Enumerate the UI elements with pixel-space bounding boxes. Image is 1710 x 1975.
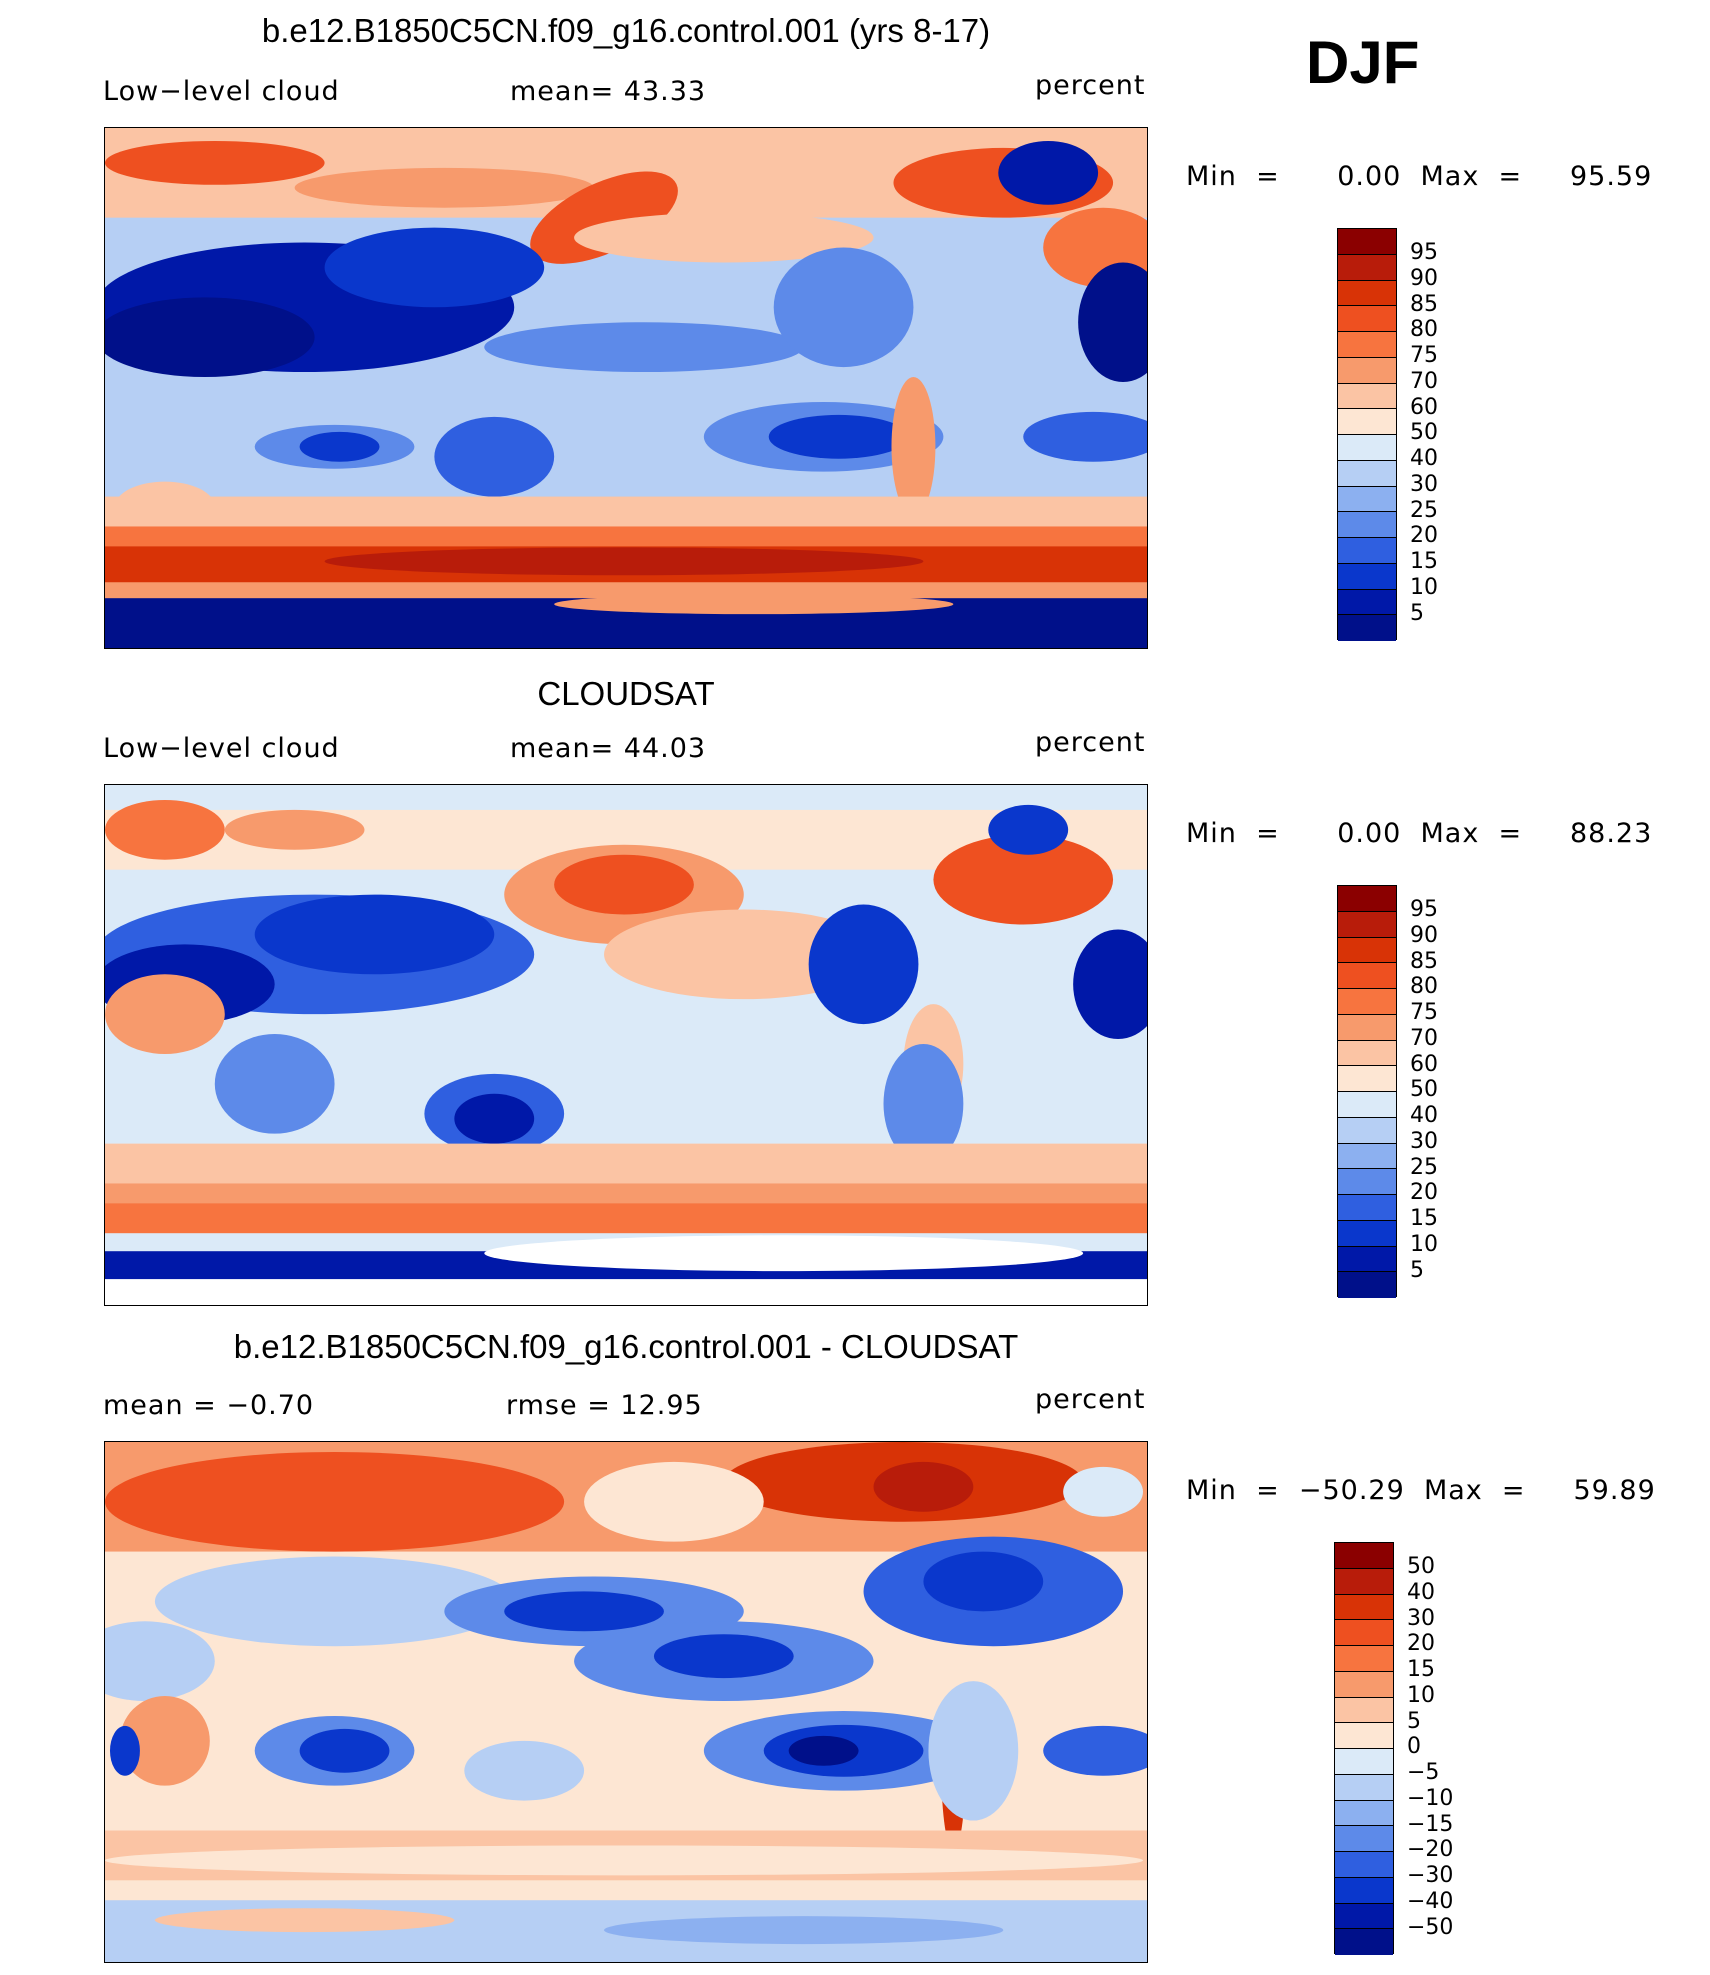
- panel-1-map: [104, 127, 1148, 649]
- colorbar-tick-label: 75: [1410, 343, 1438, 368]
- colorbar-tick-label: 75: [1410, 1000, 1438, 1025]
- panel-1-colorbar: [1337, 228, 1397, 641]
- panel-1-title: b.e12.B1850C5CN.f09_g16.control.001 (yrs…: [261, 12, 991, 49]
- colorbar-tick-label: 15: [1410, 549, 1438, 574]
- colorbar-tick-label: 20: [1410, 1180, 1438, 1206]
- panel-2-map: [104, 784, 1148, 1306]
- panel-3-units-label: percent: [1035, 1384, 1146, 1415]
- colorbar-tick-label: 25: [1410, 1154, 1438, 1180]
- panel-2-title: CLOUDSAT: [537, 675, 715, 712]
- colorbar-tick-label: 40: [1407, 1579, 1435, 1605]
- colorbar-tick-label: −15: [1407, 1811, 1454, 1837]
- colorbar-tick-label: −20: [1407, 1837, 1454, 1863]
- panel-3-rmse-label: rmse = 12.95: [506, 1390, 703, 1421]
- season-label: DJF: [1306, 29, 1420, 96]
- colorbar-tick-label: 50: [1410, 420, 1438, 446]
- panel-3-map: [104, 1441, 1148, 1963]
- colorbar-tick-label: 10: [1407, 1682, 1435, 1708]
- colorbar-tick-label: 10: [1410, 1231, 1438, 1257]
- colorbar-tick-label: 90: [1410, 265, 1438, 291]
- colorbar-tick-label: 15: [1410, 1206, 1438, 1231]
- colorbar-tick-label: 60: [1410, 1051, 1438, 1077]
- panel-1-map-field: [105, 128, 1147, 648]
- colorbar-tick-label: 25: [1410, 497, 1438, 523]
- panel-1-field-label: Low−level cloud: [103, 76, 340, 107]
- panel-2-units-label: percent: [1035, 727, 1146, 758]
- colorbar-tick-label: 30: [1410, 1128, 1438, 1154]
- colorbar-tick-label: 10: [1410, 574, 1438, 600]
- panel-2-map-field: [105, 785, 1147, 1305]
- panel-2-minmax: Min = 0.00 Max = 88.23: [1186, 818, 1653, 849]
- colorbar-tick-label: 50: [1410, 1077, 1438, 1103]
- panel-3-map-field: [105, 1442, 1147, 1962]
- colorbar-tick-label: 80: [1410, 317, 1438, 343]
- panel-1-units-label: percent: [1035, 70, 1146, 101]
- colorbar-tick-label: 5: [1410, 1257, 1424, 1283]
- colorbar-tick-label: −10: [1407, 1785, 1454, 1811]
- colorbar-tick-label: 40: [1410, 1103, 1438, 1128]
- panel-2-colorbar: [1337, 885, 1397, 1298]
- panel-1-minmax: Min = 0.00 Max = 95.59: [1186, 161, 1653, 192]
- colorbar-tick-label: 90: [1410, 922, 1438, 948]
- panel-3-colorbar: [1334, 1542, 1394, 1955]
- colorbar-tick-label: 20: [1407, 1631, 1435, 1657]
- colorbar-tick-label: 15: [1407, 1657, 1435, 1682]
- panel-3-mean-label: mean = −0.70: [103, 1390, 315, 1421]
- colorbar-tick-label: 5: [1407, 1708, 1421, 1734]
- panel-2-mean-label: mean= 44.03: [510, 733, 707, 764]
- panel-2-field-label: Low−level cloud: [103, 733, 340, 764]
- panel-3-minmax: Min = −50.29 Max = 59.89: [1186, 1475, 1656, 1506]
- colorbar-tick-label: 70: [1410, 1025, 1438, 1051]
- colorbar-tick-label: 70: [1410, 368, 1438, 394]
- colorbar-tick-label: 85: [1410, 948, 1438, 974]
- colorbar-tick-label: −5: [1407, 1760, 1440, 1785]
- colorbar-tick-label: 95: [1410, 240, 1438, 265]
- colorbar-tick-label: 5: [1410, 600, 1424, 626]
- panel-1-mean-label: mean= 43.33: [510, 76, 707, 107]
- colorbar-tick-label: 50: [1407, 1554, 1435, 1579]
- colorbar-tick-label: 30: [1407, 1605, 1435, 1631]
- colorbar-tick-label: 20: [1410, 523, 1438, 549]
- colorbar-tick-label: −30: [1407, 1863, 1454, 1888]
- panel-3-title: b.e12.B1850C5CN.f09_g16.control.001 - CL…: [233, 1328, 1019, 1365]
- colorbar-tick-label: 30: [1410, 471, 1438, 497]
- colorbar-tick-label: 40: [1410, 446, 1438, 471]
- colorbar-tick-label: 85: [1410, 291, 1438, 317]
- colorbar-tick-label: −50: [1407, 1914, 1454, 1940]
- colorbar-tick-label: −40: [1407, 1888, 1454, 1914]
- colorbar-tick-label: 80: [1410, 974, 1438, 1000]
- colorbar-tick-label: 60: [1410, 394, 1438, 420]
- colorbar-tick-label: 95: [1410, 897, 1438, 922]
- colorbar-tick-label: 0: [1407, 1734, 1421, 1760]
